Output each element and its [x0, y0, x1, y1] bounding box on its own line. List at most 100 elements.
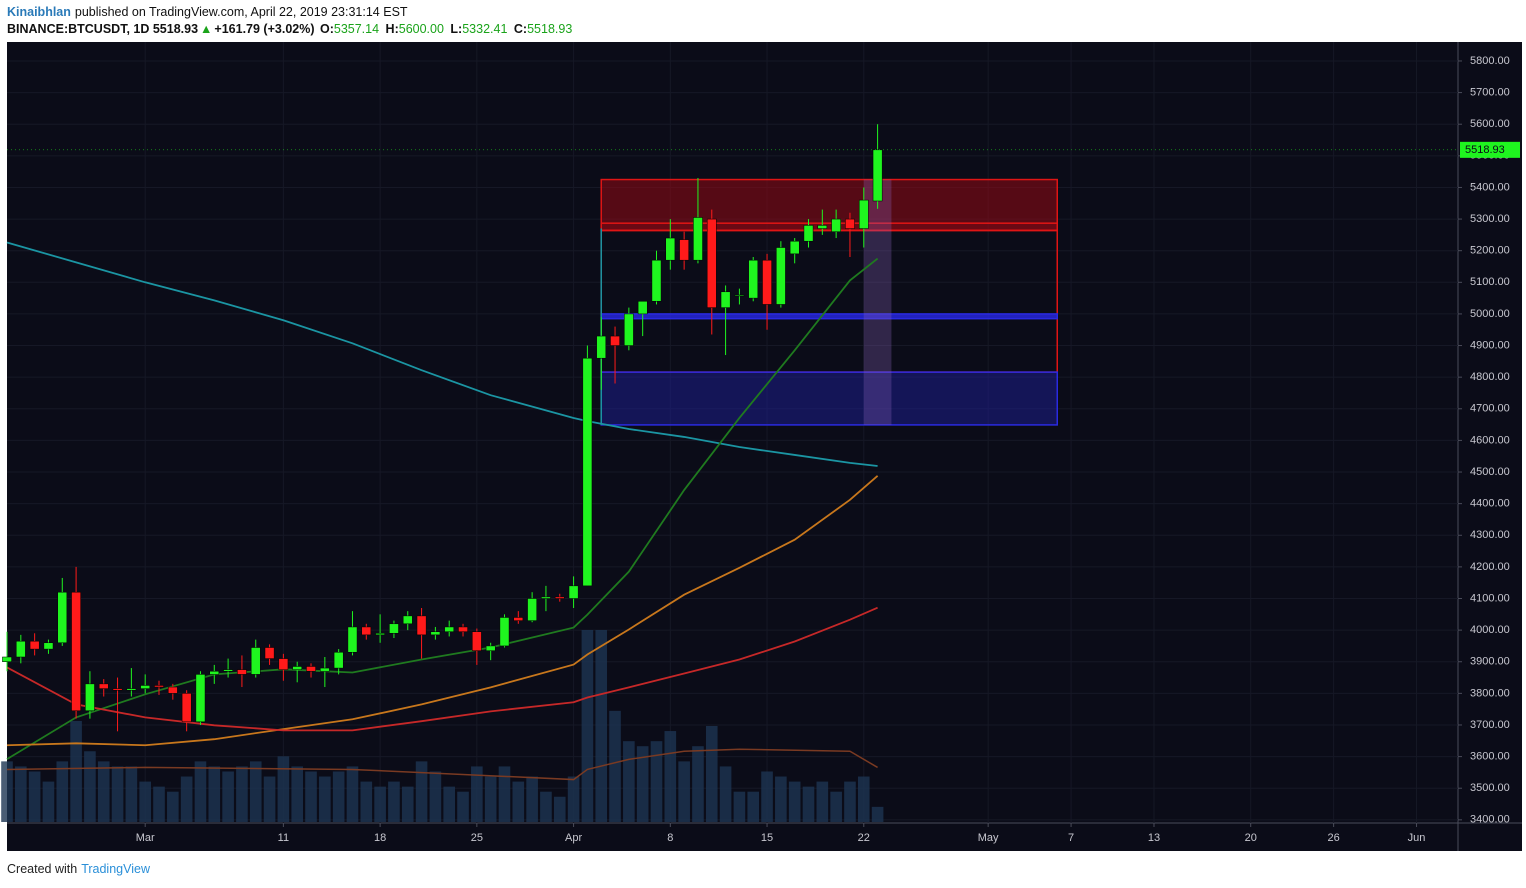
candle-body — [306, 666, 316, 672]
x-tick-label: 13 — [1148, 832, 1160, 844]
close: 5518.93 — [527, 22, 573, 36]
candle-body — [541, 596, 551, 599]
candle-body — [693, 217, 703, 261]
candle-body — [237, 669, 247, 675]
y-tick-label: 3500.00 — [1470, 782, 1510, 794]
candle-body — [485, 645, 496, 651]
volume-bar — [526, 776, 538, 822]
candle-body — [762, 259, 772, 305]
x-tick-label: 11 — [278, 832, 289, 844]
volume-bar — [332, 771, 345, 822]
candle-body — [872, 149, 883, 202]
volume-ma-line — [6, 748, 878, 781]
x-tick-label: 7 — [1068, 832, 1074, 844]
volume-bar — [28, 771, 41, 822]
l-label: L: — [450, 22, 463, 36]
candle-body — [748, 259, 759, 299]
volume-bar — [42, 781, 55, 822]
published: published on TradingView.com, April 22, … — [74, 5, 408, 19]
candle-body — [195, 674, 206, 723]
y-tick-label: 5700.00 — [1470, 86, 1510, 98]
candle-body — [16, 640, 26, 658]
candle-body — [416, 615, 427, 636]
x-tick-label: 25 — [471, 832, 483, 844]
candle-body — [444, 626, 455, 632]
volume-bar — [747, 791, 760, 822]
volume-bar — [346, 766, 359, 822]
volume-bar — [167, 791, 179, 822]
volume-bar — [457, 791, 469, 822]
ma-line — [6, 241, 878, 467]
volume-bar — [636, 746, 649, 822]
volume-bar — [415, 761, 428, 822]
volume-bar — [609, 710, 621, 822]
y-tick-label: 4000.00 — [1470, 624, 1510, 636]
volume-bar — [788, 781, 801, 822]
volume-bar — [719, 766, 732, 822]
header-line: Kinaibhlan published on TradingView.com, … — [7, 4, 575, 21]
candle-body — [679, 239, 689, 261]
candle-body — [845, 218, 855, 229]
brand[interactable]: TradingView — [81, 862, 150, 876]
y-tick-label: 4600.00 — [1470, 434, 1510, 446]
y-tick-label: 4900.00 — [1470, 339, 1510, 351]
candle-body — [112, 688, 123, 691]
volume-bar — [249, 761, 262, 822]
volume-bar — [388, 781, 400, 822]
volume-bar — [84, 751, 96, 822]
volume-bar — [705, 726, 718, 822]
arrow: ▲ — [200, 22, 213, 36]
y-tick-label: 5000.00 — [1470, 308, 1510, 320]
candle-body — [610, 335, 620, 346]
volume-bar — [692, 746, 704, 822]
volume-bar — [305, 771, 317, 822]
volume-bar — [111, 766, 124, 822]
h-label: H: — [385, 22, 399, 36]
candle-body — [803, 225, 814, 242]
x-tick-label: Apr — [565, 832, 582, 844]
volume-bar — [498, 766, 511, 822]
header: Kinaibhlan published on TradingView.com, … — [7, 4, 575, 38]
volume-bar — [56, 761, 69, 822]
volume-bar — [540, 791, 552, 822]
volume-bar — [512, 781, 525, 822]
volume-bar — [1, 761, 13, 822]
y-tick-label: 4300.00 — [1470, 529, 1510, 541]
candle-body — [57, 591, 68, 644]
candle-body — [361, 626, 372, 636]
last: 5518.93 — [152, 22, 199, 36]
y-tick-label: 4800.00 — [1470, 371, 1510, 383]
open: 5357.14 — [333, 22, 380, 36]
x-tick-label: 8 — [667, 832, 673, 844]
volume-bar — [581, 630, 594, 822]
zone-box — [600, 371, 1058, 426]
candle-body — [320, 667, 330, 672]
candle-body — [223, 669, 233, 672]
y-tick-label: 3900.00 — [1470, 656, 1510, 668]
zone-box — [600, 222, 1058, 232]
candle-body — [637, 301, 648, 315]
chart: 3400.00 3500.00 3600.00 3700.00 3800.00 3900.… — [1, 42, 1522, 851]
author[interactable]: Kinaibhlan — [7, 5, 71, 19]
volume-bar — [857, 776, 870, 822]
candle-body — [250, 647, 261, 675]
candle-body — [513, 617, 524, 621]
volume-bar — [553, 796, 566, 822]
volume-bar — [678, 761, 690, 822]
x-tick-label: 22 — [858, 832, 870, 844]
y-tick-label: 4200.00 — [1470, 561, 1510, 573]
candle-body — [347, 626, 358, 653]
candle-body — [734, 294, 745, 297]
candle-body — [624, 313, 634, 346]
o-label: O: — [319, 22, 334, 36]
candle-body — [568, 585, 579, 599]
y-tick-label: 5100.00 — [1470, 276, 1510, 288]
candle-body — [375, 633, 385, 636]
candle-body — [2, 656, 12, 662]
volume-bar — [761, 771, 773, 822]
y-tick-label: 5300.00 — [1470, 213, 1510, 225]
candle-body — [776, 247, 786, 305]
candle-body — [140, 685, 151, 689]
volume-bar — [443, 786, 456, 822]
